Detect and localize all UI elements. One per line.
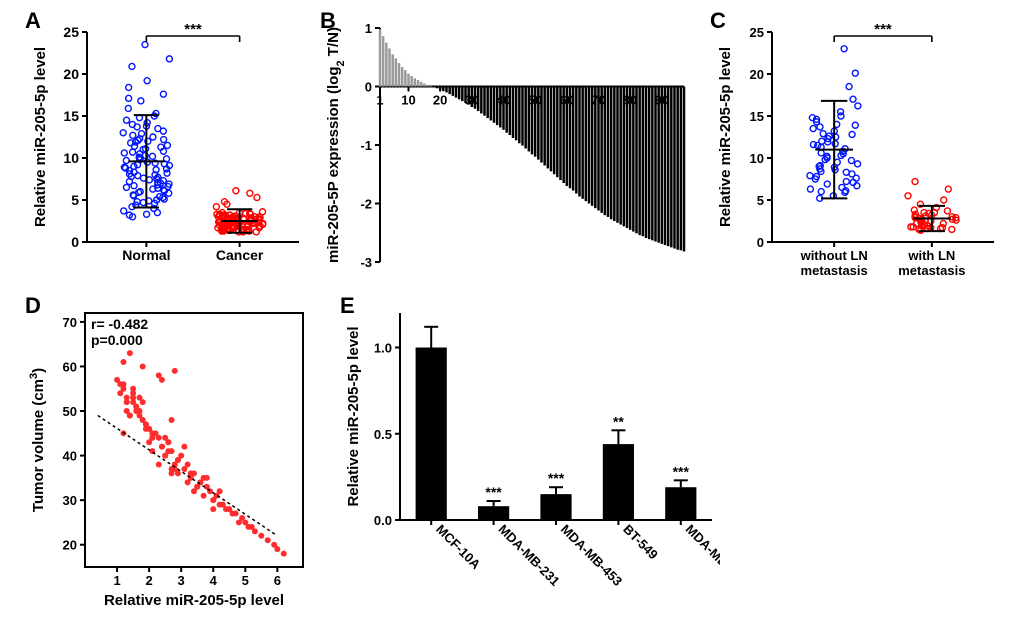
- svg-text:Relative miR-205-5p level: Relative miR-205-5p level: [717, 47, 734, 227]
- svg-text:2: 2: [146, 573, 153, 588]
- figure-grid: A0510152025Relative miR-205-5p levelNorm…: [10, 10, 1010, 620]
- svg-text:metastasis: metastasis: [898, 263, 965, 278]
- svg-text:15: 15: [750, 109, 764, 124]
- svg-text:5: 5: [757, 193, 764, 208]
- svg-text:without LN: without LN: [800, 248, 868, 263]
- svg-text:40: 40: [63, 449, 77, 464]
- svg-text:10: 10: [401, 93, 415, 108]
- svg-text:1.0: 1.0: [374, 341, 392, 356]
- svg-text:Relative miR-205-5p level: Relative miR-205-5p level: [32, 47, 49, 227]
- svg-text:***: ***: [874, 21, 892, 38]
- svg-text:p=0.000: p=0.000: [91, 332, 143, 348]
- panel-a: A 0 5 10 15 20 25 Relative miR-205-5p level Norm…: [25, 10, 305, 290]
- svg-text:0: 0: [365, 80, 372, 95]
- svg-text:MDA-MB-453: MDA-MB-453: [558, 522, 625, 589]
- svg-text:1: 1: [376, 93, 383, 108]
- panel-e: E 0.0 0.5 1.0 MCF-10A *** MDA-MB-231 *** MDA-MB-…: [340, 295, 720, 615]
- svg-text:1: 1: [365, 21, 372, 36]
- svg-text:20: 20: [63, 538, 77, 553]
- svg-text:MDA-MB-231: MDA-MB-231: [495, 522, 562, 589]
- svg-text:BT-549: BT-549: [620, 522, 661, 563]
- svg-text:MCF-10A: MCF-10A: [433, 522, 484, 573]
- panel-b: B-3-2-1011102030405060708090miR-205-5P e…: [320, 10, 690, 290]
- svg-text:***: ***: [673, 463, 690, 479]
- panel-label-e: E: [340, 293, 355, 319]
- svg-text:-3: -3: [360, 255, 372, 270]
- svg-text:5: 5: [242, 573, 249, 588]
- svg-text:0.0: 0.0: [374, 513, 392, 528]
- svg-text:25: 25: [63, 24, 79, 40]
- svg-text:20: 20: [433, 93, 447, 108]
- panel-c: C 0 5 10 15 20 25 Relative miR-205-5p level with…: [710, 10, 1000, 290]
- svg-text:20: 20: [63, 66, 79, 82]
- svg-text:Cancer: Cancer: [216, 247, 264, 263]
- svg-text:**: **: [613, 413, 624, 429]
- svg-text:25: 25: [750, 25, 764, 40]
- svg-text:r= -0.482: r= -0.482: [91, 316, 148, 332]
- svg-text:***: ***: [548, 470, 565, 486]
- svg-text:0.5: 0.5: [374, 427, 392, 442]
- svg-text:6: 6: [274, 573, 281, 588]
- svg-text:-2: -2: [360, 197, 372, 212]
- svg-text:Tumor volume (cm3): Tumor volume (cm3): [28, 368, 47, 512]
- svg-text:0: 0: [757, 235, 764, 250]
- svg-text:with LN: with LN: [907, 248, 955, 263]
- svg-text:0: 0: [71, 234, 79, 250]
- svg-text:Relative miR-205-5p level: Relative miR-205-5p level: [104, 592, 284, 609]
- svg-text:50: 50: [63, 404, 77, 419]
- panel-label-a: A: [25, 8, 41, 34]
- svg-text:***: ***: [184, 21, 202, 38]
- panel-d: D 20 30 40 50 60 70 1 2 3 4 5 6 r= -0.482p=0.000 Relat…: [25, 295, 315, 615]
- svg-text:***: ***: [485, 484, 502, 500]
- svg-text:3: 3: [178, 573, 185, 588]
- panel-label-b: B: [320, 8, 336, 34]
- svg-text:MDA-MB-468: MDA-MB-468: [683, 522, 720, 589]
- panel-label-d: D: [25, 293, 41, 319]
- svg-text:30: 30: [63, 493, 77, 508]
- svg-text:miR-205-5P expression (log2 T/: miR-205-5P expression (log2 T/N): [325, 27, 347, 263]
- svg-text:4: 4: [210, 573, 218, 588]
- svg-text:10: 10: [63, 150, 79, 166]
- panel-label-c: C: [710, 8, 726, 34]
- svg-text:Relative miR-205-5p level: Relative miR-205-5p level: [345, 326, 362, 506]
- svg-text:metastasis: metastasis: [801, 263, 868, 278]
- svg-text:15: 15: [63, 108, 79, 124]
- svg-text:20: 20: [750, 67, 764, 82]
- svg-text:70: 70: [63, 315, 77, 330]
- svg-text:1: 1: [113, 573, 120, 588]
- svg-text:Normal: Normal: [122, 247, 170, 263]
- svg-text:10: 10: [750, 151, 764, 166]
- svg-text:-1: -1: [360, 138, 372, 153]
- svg-text:5: 5: [71, 192, 79, 208]
- svg-text:60: 60: [63, 359, 77, 374]
